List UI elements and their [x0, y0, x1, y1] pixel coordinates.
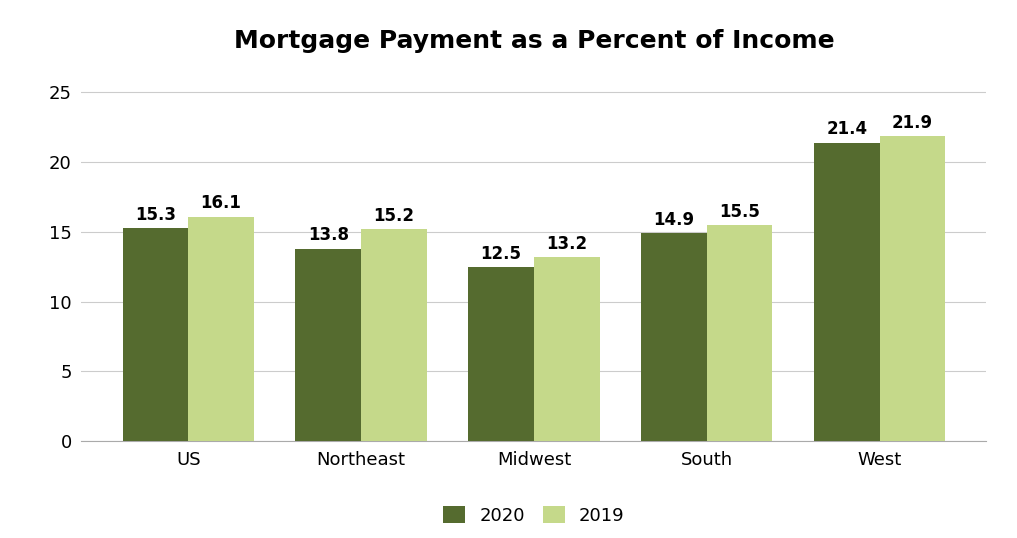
Text: 21.4: 21.4	[826, 121, 868, 138]
Bar	[361, 229, 427, 441]
Text: 21.9: 21.9	[892, 114, 933, 131]
Text: 15.3: 15.3	[135, 206, 176, 224]
Bar	[880, 136, 946, 441]
Bar	[295, 249, 361, 441]
Bar	[122, 228, 188, 441]
Bar	[707, 225, 773, 441]
Bar	[641, 233, 707, 441]
Text: 12.5: 12.5	[481, 245, 522, 263]
Text: 13.8: 13.8	[308, 226, 349, 244]
Bar	[188, 217, 254, 441]
Bar	[814, 143, 880, 441]
Text: 15.2: 15.2	[373, 207, 414, 225]
Text: 13.2: 13.2	[546, 235, 588, 253]
Title: Mortgage Payment as a Percent of Income: Mortgage Payment as a Percent of Income	[234, 29, 834, 53]
Bar	[468, 267, 534, 441]
Text: 14.9: 14.9	[653, 211, 695, 229]
Legend: 2020, 2019: 2020, 2019	[436, 499, 632, 532]
Text: 15.5: 15.5	[719, 203, 760, 221]
Text: 16.1: 16.1	[200, 194, 241, 213]
Bar	[534, 257, 600, 441]
